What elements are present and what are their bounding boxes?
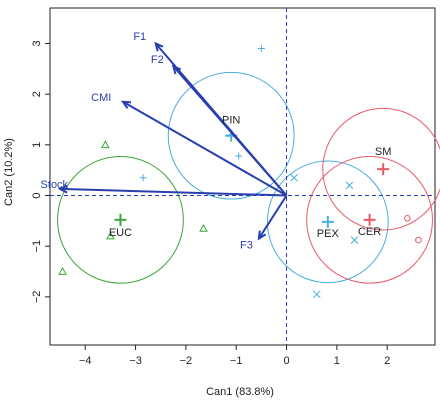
vector-f3-head (257, 230, 267, 241)
point-euc-shape (106, 231, 115, 240)
vector-stock-head (57, 184, 68, 194)
point-pin (139, 174, 147, 182)
y-tick-label: 2 (31, 91, 43, 97)
group-label-pin: PIN (222, 115, 240, 127)
point-sm-shape (404, 215, 411, 222)
group-circle-cer (306, 155, 433, 284)
x-tick-label: 0 (283, 355, 289, 367)
vector-label-f1: F1 (133, 31, 146, 43)
x-tick-label: −1 (230, 355, 243, 367)
vector-f1-head (154, 41, 164, 52)
observation-points-layer (58, 45, 422, 299)
point-pex-d2 (350, 236, 359, 244)
point-pex (345, 181, 354, 190)
group-circle-pin (167, 71, 295, 200)
point-pex (312, 290, 321, 299)
vector-label-f3: F3 (240, 240, 253, 252)
vector-f2-head (171, 64, 182, 75)
vector-cmi-head (120, 100, 132, 109)
point-pin (235, 152, 243, 160)
point-sm (404, 215, 411, 222)
group-circles-layer (57, 71, 440, 284)
point-sm-shape (415, 236, 422, 244)
vector-f2-shaft (172, 65, 288, 197)
reference-lines-layer (50, 8, 435, 345)
vector-label-f2: F2 (151, 54, 164, 66)
group-circle-sm (322, 107, 440, 231)
point-euc-shape (58, 266, 67, 275)
point-pex (290, 173, 298, 182)
y-tick-label: 1 (31, 142, 43, 148)
y-tick-label: −2 (31, 291, 43, 304)
point-euc-shape (101, 140, 110, 149)
point-pex (350, 236, 359, 244)
group-label-euc: EUC (109, 227, 132, 239)
y-tick-label: 0 (31, 192, 43, 198)
x-axis-label: Can1 (83.8%) (206, 386, 274, 398)
point-sm (415, 236, 422, 244)
labels-layer: EUC PIN PEX CER SM (109, 115, 392, 240)
y-tick-label: 3 (31, 40, 43, 46)
vector-f3-shaft (258, 194, 288, 240)
vector-label-stock: Stock (41, 179, 69, 191)
x-tick-label: −4 (79, 355, 92, 367)
x-tick-label: −3 (129, 355, 142, 367)
x-tick-label: 1 (334, 355, 340, 367)
point-pin (257, 45, 265, 53)
vector-label-cmi: CMI (91, 92, 111, 104)
point-euc-shape (199, 223, 208, 232)
variable-vectors-layer: F1 F2 CMI Stock F3 (41, 31, 288, 252)
centroid-cer (363, 213, 376, 226)
y-tick-label: −1 (31, 240, 43, 253)
centroid-sm (377, 163, 390, 176)
group-circle-euc (57, 155, 184, 284)
x-tick-label: 2 (384, 355, 390, 367)
point-euc (106, 231, 115, 240)
y-axis-label: Can2 (10.2%) (3, 138, 15, 206)
centroid-euc (114, 213, 127, 226)
point-euc (199, 223, 208, 232)
group-circle-pex (266, 160, 389, 284)
point-euc (58, 266, 67, 275)
vector-stock-shaft (60, 187, 287, 197)
x-tick-label: −2 (180, 355, 193, 367)
centroid-pex (321, 215, 334, 228)
vector-cmi-shaft (122, 100, 288, 197)
point-pex-d2 (345, 181, 354, 190)
group-label-cer: CER (358, 226, 381, 238)
group-label-sm: SM (375, 146, 392, 158)
point-pex-d2 (290, 173, 298, 182)
point-pex-d2 (312, 290, 321, 299)
group-label-pex: PEX (317, 228, 340, 240)
plot-box (49, 7, 436, 346)
point-euc (101, 140, 110, 149)
plot-frame-layer: −4 −3 −2 −1 0 1 2 −2 −1 0 1 2 3 (31, 7, 436, 367)
